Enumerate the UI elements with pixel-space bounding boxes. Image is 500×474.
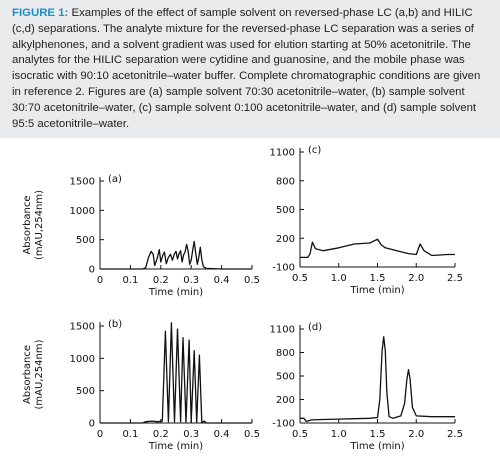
figure-panels: 0 500 1000 1500 0 0.1 0.2 0.3 0.4 0.5 Time (min) (a… <box>22 145 463 452</box>
caption-label: FIGURE 1: <box>12 7 69 19</box>
x-axis-title: Time (min) <box>148 441 203 452</box>
chart-panel-d: -100 200 500 800 1100 0.5 1.0 1.5 2.0 2.5 Time (mi… <box>270 322 463 452</box>
x-tick-label: 0.2 <box>153 275 169 286</box>
x-tick-label: 0.1 <box>122 429 138 440</box>
caption-body: Examples of the effect of sample solvent… <box>12 7 481 130</box>
x-tick-label: 2.0 <box>408 273 424 284</box>
y-axis-title: Absorbance <box>22 345 33 404</box>
x-tick-label: 0.5 <box>244 429 260 440</box>
chromatogram-trace <box>100 240 252 270</box>
x-tick-label: 1.0 <box>331 429 347 440</box>
x-tick-label: 0.3 <box>183 275 199 286</box>
y-axis-title-units: (mAU,254nm) <box>34 190 45 260</box>
x-axis-title: Time (min) <box>349 441 404 452</box>
x-tick-label: 0.4 <box>214 275 230 286</box>
figure-caption: FIGURE 1: Examples of the effect of samp… <box>12 6 488 132</box>
x-tick-label: 0.4 <box>214 429 230 440</box>
y-tick-label: 1100 <box>270 148 295 159</box>
chromatogram-trace <box>100 322 252 424</box>
x-tick-label: 1.5 <box>370 429 386 440</box>
x-tick-label: 0.5 <box>244 275 260 286</box>
y-tick-label: 1500 <box>70 322 95 333</box>
x-axis-title: Time (min) <box>349 285 404 296</box>
chromatogram-trace <box>300 336 455 423</box>
x-tick-label: 0.3 <box>183 429 199 440</box>
y-tick-label: 800 <box>276 348 295 359</box>
y-tick-label: 1100 <box>270 325 295 336</box>
x-tick-label: 0 <box>97 275 103 286</box>
x-axis-title: Time (min) <box>148 287 203 298</box>
caption-box: FIGURE 1: Examples of the effect of samp… <box>0 0 500 138</box>
y-tick-label: 1500 <box>70 177 95 188</box>
y-tick-label: 500 <box>76 235 95 246</box>
y-tick-label: 0 <box>89 265 95 276</box>
panel-label: (d) <box>308 322 322 333</box>
x-tick-label: 2.5 <box>447 429 463 440</box>
y-tick-label: 0 <box>89 419 95 430</box>
y-tick-label: -100 <box>272 263 295 274</box>
x-tick-label: 2.5 <box>447 273 463 284</box>
y-tick-label: 200 <box>276 395 295 406</box>
chart-panel-a: 0 500 1000 1500 0 0.1 0.2 0.3 0.4 0.5 Time (min) (a… <box>22 174 260 298</box>
chart-panel-c: -100 200 500 800 1100 0.5 1.0 1.5 2.0 2.5 Time (mi… <box>270 145 463 296</box>
y-tick-label: 500 <box>276 372 295 383</box>
y-tick-label: 500 <box>76 386 95 397</box>
x-tick-label: 1.0 <box>331 273 347 284</box>
x-tick-label: 2.0 <box>408 429 424 440</box>
x-tick-label: 0.5 <box>292 273 308 284</box>
panel-label: (a) <box>108 174 122 185</box>
y-tick-label: 200 <box>276 234 295 245</box>
chart-panel-b: 0 500 1000 1500 0 0.1 0.2 0.3 0.4 0.5 Time (min) (b… <box>22 319 260 452</box>
x-tick-label: 0 <box>97 429 103 440</box>
y-tick-label: 1000 <box>70 206 95 217</box>
y-tick-label: 500 <box>276 205 295 216</box>
chromatogram-trace <box>300 238 455 259</box>
y-tick-label: 800 <box>276 176 295 187</box>
y-axis-title: Absorbance <box>22 195 33 254</box>
panel-label: (c) <box>308 145 321 156</box>
x-tick-label: 0.2 <box>153 429 169 440</box>
panel-label: (b) <box>108 319 122 330</box>
y-axis-title-units: (mAU,254nm) <box>34 339 45 409</box>
x-tick-label: 1.5 <box>370 273 386 284</box>
x-tick-label: 0.5 <box>292 429 308 440</box>
y-tick-label: -100 <box>272 419 295 430</box>
y-tick-label: 1000 <box>70 354 95 365</box>
x-tick-label: 0.1 <box>122 275 138 286</box>
